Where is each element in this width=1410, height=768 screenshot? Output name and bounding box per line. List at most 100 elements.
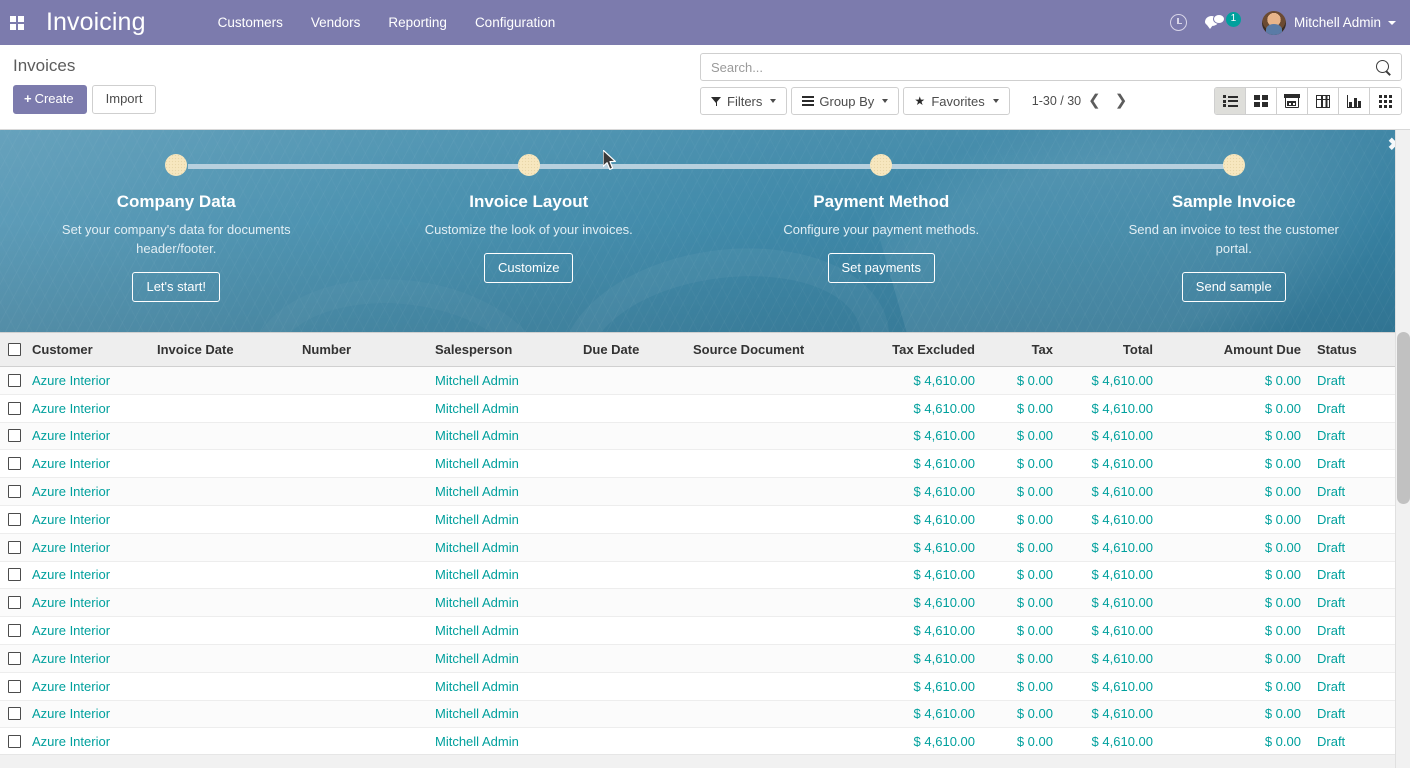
cell-tax-excluded[interactable]: $ 4,610.00 [883, 533, 983, 562]
cell-total[interactable]: $ 4,610.00 [1061, 700, 1161, 729]
cell-amount-due[interactable]: $ 0.00 [1161, 394, 1309, 423]
cell-invoice-date[interactable] [149, 561, 294, 590]
cell-amount-due[interactable]: $ 0.00 [1161, 561, 1309, 590]
column-header-invoice-date[interactable]: Invoice Date [149, 332, 294, 367]
cell-amount-due[interactable]: $ 0.00 [1161, 727, 1309, 757]
cell-number[interactable] [294, 588, 427, 618]
cell-customer[interactable]: Azure Interior [24, 394, 149, 423]
cell-amount-due[interactable]: $ 0.00 [1161, 616, 1309, 645]
row-checkbox[interactable] [8, 707, 21, 721]
table-row[interactable]: Azure Interior Mitchell Admin $ 4,610.00 $ … [0, 533, 1395, 562]
vertical-scrollbar-thumb[interactable] [1397, 332, 1410, 504]
cell-tax-excluded[interactable]: $ 4,610.00 [883, 727, 983, 757]
table-row[interactable]: Azure Interior Mitchell Admin $ 4,610.00 $ … [0, 394, 1395, 423]
row-checkbox[interactable] [8, 596, 21, 610]
column-header-number[interactable]: Number [294, 332, 427, 367]
cell-salesperson[interactable]: Mitchell Admin [427, 505, 575, 534]
cell-invoice-date[interactable] [149, 644, 294, 673]
cell-total[interactable]: $ 4,610.00 [1061, 672, 1161, 701]
apps-menu-button[interactable] [0, 0, 34, 45]
cell-total[interactable]: $ 4,610.00 [1061, 561, 1161, 590]
cell-total[interactable]: $ 4,610.00 [1061, 422, 1161, 451]
view-activity-button[interactable] [1370, 88, 1401, 114]
cell-salesperson[interactable]: Mitchell Admin [427, 533, 575, 562]
cell-invoice-date[interactable] [149, 533, 294, 562]
cell-total[interactable]: $ 4,610.00 [1061, 394, 1161, 423]
cell-amount-due[interactable]: $ 0.00 [1161, 644, 1309, 673]
column-header-source-document[interactable]: Source Document [685, 332, 883, 367]
cell-due-date[interactable] [575, 700, 685, 729]
column-header-total[interactable]: Total [1061, 332, 1161, 367]
cell-tax[interactable]: $ 0.00 [983, 727, 1061, 757]
menu-item-configuration[interactable]: Configuration [474, 15, 556, 30]
cell-tax[interactable]: $ 0.00 [983, 505, 1061, 534]
cell-status[interactable]: Draft [1309, 561, 1395, 590]
cell-status[interactable]: Draft [1309, 727, 1395, 757]
cell-salesperson[interactable]: Mitchell Admin [427, 394, 575, 423]
table-row[interactable]: Azure Interior Mitchell Admin $ 4,610.00 $ … [0, 588, 1395, 618]
cell-salesperson[interactable]: Mitchell Admin [427, 477, 575, 506]
column-header-tax-excluded[interactable]: Tax Excluded [883, 332, 983, 367]
messages-menu-button[interactable]: 1 [1196, 0, 1250, 45]
cell-total[interactable]: $ 4,610.00 [1061, 366, 1161, 395]
user-menu[interactable]: Mitchell Admin [1250, 0, 1402, 45]
cell-invoice-date[interactable] [149, 505, 294, 534]
cell-total[interactable]: $ 4,610.00 [1061, 477, 1161, 506]
horizontal-scrollbar-thumb[interactable] [1, 756, 1301, 768]
cell-source-document[interactable] [685, 700, 883, 729]
cell-total[interactable]: $ 4,610.00 [1061, 644, 1161, 673]
app-brand-title[interactable]: Invoicing [46, 8, 146, 36]
cell-tax-excluded[interactable]: $ 4,610.00 [883, 672, 983, 701]
cell-source-document[interactable] [685, 477, 883, 506]
cell-status[interactable]: Draft [1309, 449, 1395, 479]
cell-salesperson[interactable]: Mitchell Admin [427, 422, 575, 451]
table-row[interactable]: Azure Interior Mitchell Admin $ 4,610.00 $ … [0, 616, 1395, 645]
cell-customer[interactable]: Azure Interior [24, 477, 149, 506]
row-checkbox[interactable] [8, 373, 21, 387]
table-row[interactable]: Azure Interior Mitchell Admin $ 4,610.00 $ … [0, 644, 1395, 673]
cell-due-date[interactable] [575, 394, 685, 423]
cell-due-date[interactable] [575, 505, 685, 534]
cell-customer[interactable]: Azure Interior [24, 672, 149, 701]
cell-number[interactable] [294, 477, 427, 506]
cell-status[interactable]: Draft [1309, 366, 1395, 395]
import-button[interactable]: Import [91, 85, 157, 114]
cell-due-date[interactable] [575, 672, 685, 701]
view-calendar-button[interactable] [1277, 88, 1308, 114]
row-checkbox[interactable] [8, 457, 21, 471]
cell-salesperson[interactable]: Mitchell Admin [427, 449, 575, 479]
cell-tax[interactable]: $ 0.00 [983, 700, 1061, 729]
pager-next-button[interactable]: ❯ [1114, 92, 1128, 109]
view-kanban-button[interactable] [1246, 88, 1277, 114]
view-graph-button[interactable] [1339, 88, 1370, 114]
cell-invoice-date[interactable] [149, 672, 294, 701]
cell-tax-excluded[interactable]: $ 4,610.00 [883, 449, 983, 479]
favorites-button[interactable]: ★ Favorites [903, 87, 1010, 115]
cell-invoice-date[interactable] [149, 700, 294, 729]
lets-start-button[interactable]: Let's start! [132, 272, 221, 302]
vertical-scrollbar[interactable] [1395, 130, 1410, 768]
cell-number[interactable] [294, 727, 427, 757]
cell-number[interactable] [294, 366, 427, 395]
group-by-button[interactable]: Group By [791, 87, 900, 115]
cell-salesperson[interactable]: Mitchell Admin [427, 588, 575, 618]
cell-source-document[interactable] [685, 422, 883, 451]
cell-number[interactable] [294, 700, 427, 729]
cell-amount-due[interactable]: $ 0.00 [1161, 477, 1309, 506]
row-checkbox[interactable] [8, 568, 21, 582]
cell-source-document[interactable] [685, 505, 883, 534]
filters-button[interactable]: Filters [700, 87, 788, 115]
cell-number[interactable] [294, 394, 427, 423]
row-checkbox[interactable] [8, 512, 21, 526]
column-header-status[interactable]: Status [1309, 332, 1395, 367]
cell-invoice-date[interactable] [149, 394, 294, 423]
cell-total[interactable]: $ 4,610.00 [1061, 727, 1161, 757]
cell-customer[interactable]: Azure Interior [24, 616, 149, 645]
cell-tax-excluded[interactable]: $ 4,610.00 [883, 561, 983, 590]
cell-invoice-date[interactable] [149, 727, 294, 757]
table-row[interactable]: Azure Interior Mitchell Admin $ 4,610.00 $ … [0, 477, 1395, 506]
row-checkbox[interactable] [8, 429, 21, 443]
column-header-customer[interactable]: Customer [24, 332, 149, 367]
cell-due-date[interactable] [575, 727, 685, 757]
cell-tax-excluded[interactable]: $ 4,610.00 [883, 505, 983, 534]
